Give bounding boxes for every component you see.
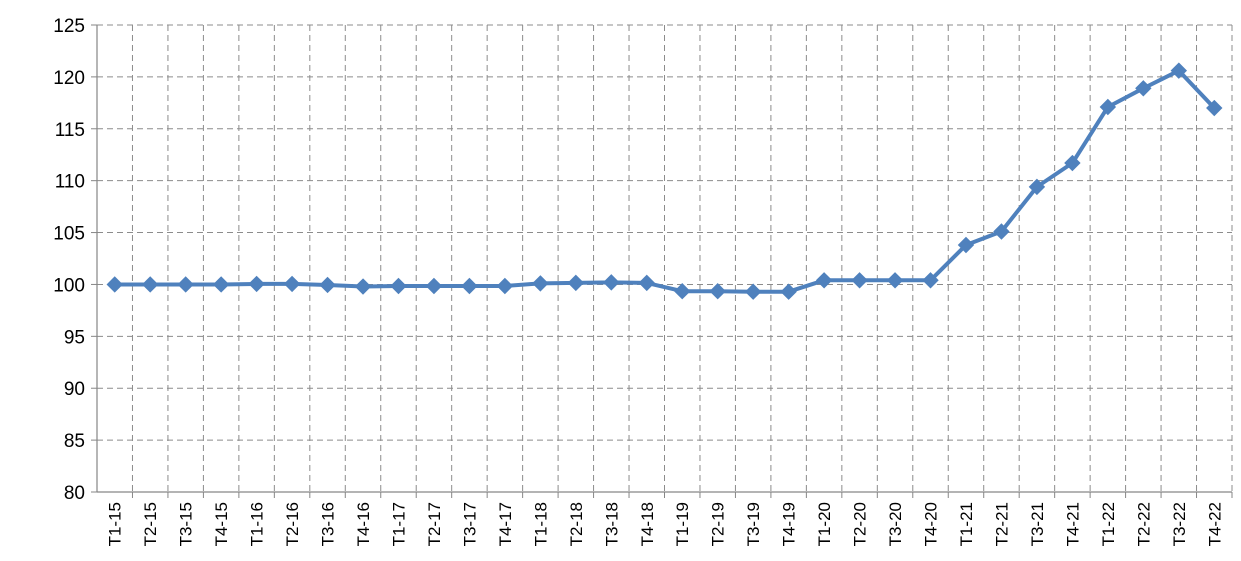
data-point: [1099, 98, 1117, 116]
x-tick-label: T3-19: [744, 502, 763, 546]
grid-lines: [97, 24, 1233, 492]
x-tick-label: T4-19: [780, 502, 799, 546]
data-point: [603, 274, 620, 291]
data-point: [212, 276, 230, 293]
data-point: [106, 276, 123, 293]
data-point: [532, 275, 549, 292]
x-tick-label: T4-18: [638, 502, 657, 546]
data-point: [283, 275, 301, 293]
series-layer: [106, 62, 1223, 300]
x-tick-label: T1-22: [1099, 502, 1118, 546]
x-axis-ticks: T1-15 T2-15 T3-15 T4-15 T1-16 T2-16 T3-16 T4-16…: [106, 492, 1233, 546]
y-tick-label: 105: [53, 224, 85, 245]
x-tick-label: T2-16: [283, 502, 302, 546]
data-point: [319, 276, 336, 294]
data-point: [1170, 62, 1188, 79]
data-point: [744, 283, 762, 300]
data-point: [248, 275, 265, 293]
data-point: [638, 274, 655, 292]
x-tick-label: T4-20: [922, 502, 941, 546]
x-tick-label: T4-21: [1063, 502, 1082, 546]
x-tick-label: T1-15: [106, 502, 125, 546]
x-tick-label: T1-19: [673, 502, 692, 546]
data-point: [922, 272, 939, 289]
y-tick-label: 80: [64, 483, 85, 504]
x-tick-label: T3-18: [602, 502, 621, 546]
data-point: [496, 277, 514, 295]
data-point: [567, 274, 585, 292]
data-point: [886, 272, 904, 289]
x-tick-label: T4-22: [1205, 502, 1224, 546]
data-point: [390, 277, 407, 295]
y-tick-label: 90: [64, 379, 85, 400]
data-point: [780, 283, 797, 300]
x-tick-label: T2-22: [1134, 502, 1153, 546]
x-tick-label: T2-19: [709, 502, 728, 546]
y-tick-label: 125: [53, 16, 85, 37]
x-tick-label: T3-21: [1028, 502, 1047, 546]
data-point: [1206, 99, 1223, 117]
y-tick-label: 120: [53, 68, 85, 89]
x-tick-label: T3-17: [460, 502, 479, 546]
x-tick-label: T4-17: [496, 502, 515, 546]
x-tick-label: T4-15: [212, 502, 231, 546]
data-point: [815, 272, 833, 289]
x-tick-label: T1-21: [957, 502, 976, 546]
x-tick-label: T1-20: [815, 502, 834, 546]
x-tick-label: T3-15: [177, 502, 196, 546]
y-tick-label: 110: [55, 172, 85, 193]
data-point: [354, 278, 372, 295]
y-tick-label: 95: [64, 327, 85, 348]
x-tick-label: T3-16: [319, 502, 338, 546]
y-tick-label: 100: [53, 275, 85, 296]
data-point: [1135, 80, 1152, 97]
x-tick-label: T1-17: [389, 502, 408, 546]
x-tick-label: T2-18: [567, 502, 586, 546]
x-tick-label: T2-17: [425, 502, 444, 546]
x-tick-label: T1-16: [248, 502, 267, 546]
y-tick-label: 115: [55, 120, 85, 141]
data-point: [709, 282, 726, 300]
x-tick-label: T4-16: [354, 502, 373, 546]
data-point: [461, 277, 478, 295]
data-point: [1028, 178, 1046, 196]
data-point: [851, 272, 868, 289]
data-point: [993, 223, 1010, 240]
data-point: [177, 276, 194, 293]
data-point: [674, 282, 691, 300]
x-tick-label: T3-22: [1170, 502, 1189, 546]
data-point: [1064, 154, 1081, 172]
data-point: [957, 236, 975, 254]
x-tick-label: T3-20: [886, 502, 905, 546]
x-tick-label: T1-18: [531, 502, 550, 546]
x-tick-label: T2-21: [992, 502, 1011, 546]
y-tick-label: 85: [64, 431, 85, 452]
data-point: [141, 276, 159, 293]
y-axis-ticks: 80 85 90 95 100 105 110 115 120 125: [53, 16, 97, 504]
data-point: [425, 277, 443, 295]
x-tick-label: T2-15: [141, 502, 160, 546]
x-tick-label: T2-20: [851, 502, 870, 546]
